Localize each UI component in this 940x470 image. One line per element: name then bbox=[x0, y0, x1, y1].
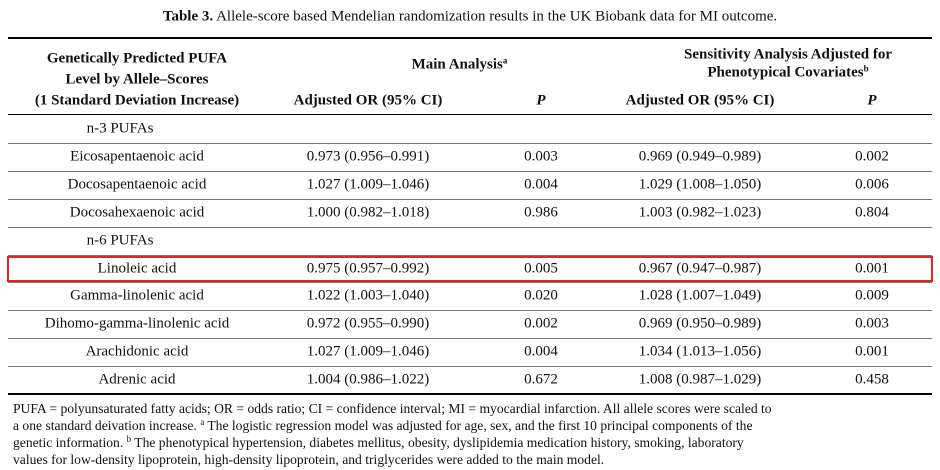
cell: 0.001 bbox=[855, 343, 889, 360]
cell: 0.009 bbox=[855, 287, 889, 304]
caption-text: Allele-score based Mendelian randomizati… bbox=[216, 8, 778, 25]
cell: 1.034 (1.013–1.056) bbox=[638, 343, 762, 360]
row-line bbox=[8, 310, 932, 311]
cell: 0.969 (0.949–0.989) bbox=[638, 148, 762, 165]
footnote-text: genetic information. bbox=[13, 435, 127, 450]
cell: 0.458 bbox=[855, 371, 889, 388]
cell: 0.804 bbox=[855, 204, 889, 221]
row-line bbox=[8, 282, 932, 284]
row-label: Adrenic acid bbox=[98, 371, 176, 388]
top-rule bbox=[8, 37, 932, 39]
bottom-rule bbox=[8, 393, 932, 395]
subheader: P bbox=[867, 92, 877, 109]
header-text: Phenotypical Covariates bbox=[707, 64, 864, 81]
group-label: n-6 PUFAs bbox=[86, 232, 154, 249]
row-label: Arachidonic acid bbox=[85, 343, 189, 360]
row-line bbox=[8, 198, 932, 200]
subheader: P bbox=[536, 92, 546, 109]
footnote: genetic information. b The phenotypical … bbox=[13, 435, 744, 451]
group-label: n-3 PUFAs bbox=[86, 120, 154, 137]
cell: 1.027 (1.009–1.046) bbox=[306, 176, 430, 193]
cell: 0.967 (0.947–0.987) bbox=[638, 260, 762, 276]
superscript: a bbox=[502, 55, 508, 66]
row-line bbox=[8, 142, 932, 144]
header-text: Sensitivity Analysis Adjusted for bbox=[684, 46, 892, 63]
cell: 0.005 bbox=[524, 260, 558, 276]
cell: 1.022 (1.003–1.040) bbox=[306, 287, 430, 304]
cell: 1.008 (0.987–1.029) bbox=[638, 371, 762, 388]
footnote-text: The logistic regression model was adjust… bbox=[204, 418, 753, 433]
cell: 0.969 (0.950–0.989) bbox=[638, 315, 762, 332]
header-cell: Level by Allele–Scores bbox=[65, 71, 209, 88]
footnote: a one standard deivation increase. a The… bbox=[13, 418, 753, 434]
subheader: Adjusted OR (95% CI) bbox=[293, 92, 443, 109]
header-main: Main Analysisa bbox=[411, 55, 508, 74]
footnote-text: a one standard deivation increase. bbox=[13, 418, 201, 433]
footnote-text: values for low-density lipoprotein, high… bbox=[13, 452, 605, 467]
subheader: Adjusted OR (95% CI) bbox=[625, 92, 775, 109]
row-line bbox=[8, 226, 932, 228]
caption: Table 3. Allele-score based Mendelian ra… bbox=[163, 9, 777, 26]
footnote: values for low-density lipoprotein, high… bbox=[13, 452, 604, 468]
row-line bbox=[8, 338, 932, 339]
cell: 0.006 bbox=[855, 176, 889, 193]
cell: 0.973 (0.956–0.991) bbox=[306, 148, 430, 165]
cell: 0.001 bbox=[855, 260, 889, 276]
cell: 0.986 bbox=[524, 204, 558, 221]
row-label: Gamma-linolenic acid bbox=[70, 287, 204, 304]
cell: 0.002 bbox=[855, 148, 889, 165]
header-text: Main Analysis bbox=[411, 56, 503, 73]
caption-label: Table 3. bbox=[162, 8, 214, 25]
footnote-text: PUFA = polyunsaturated fatty acids; OR =… bbox=[13, 401, 772, 416]
header-cell: (1 Standard Deviation Increase) bbox=[34, 92, 240, 109]
cell: 1.000 (0.982–1.018) bbox=[306, 204, 430, 221]
cell: 0.004 bbox=[524, 343, 558, 360]
cell: 0.004 bbox=[524, 176, 558, 193]
superscript: b bbox=[126, 434, 132, 444]
row-label: Docosapentaenoic acid bbox=[67, 176, 207, 193]
superscript: a bbox=[200, 417, 205, 427]
cell: 0.972 (0.955–0.990) bbox=[306, 315, 430, 332]
cell: 0.003 bbox=[524, 148, 558, 165]
row-label: Dihomo-gamma-linolenic acid bbox=[44, 315, 230, 332]
header-sensitivity: Phenotypical Covariatesb bbox=[707, 63, 869, 82]
row-line bbox=[8, 254, 932, 256]
row-label: Eicosapentaenoic acid bbox=[70, 148, 204, 165]
row-line bbox=[8, 366, 932, 367]
row-label: Linoleic acid bbox=[97, 260, 177, 276]
cell: 1.028 (1.007–1.049) bbox=[638, 287, 762, 304]
cell: 0.020 bbox=[524, 287, 558, 304]
cell: 1.029 (1.008–1.050) bbox=[638, 176, 762, 193]
header-cell: Genetically Predicted PUFA bbox=[46, 50, 228, 67]
row-label: Docosahexaenoic acid bbox=[69, 204, 205, 221]
cell: 0.002 bbox=[524, 315, 558, 332]
cell: 0.003 bbox=[855, 315, 889, 332]
highlight-box bbox=[7, 256, 933, 282]
cell: 0.672 bbox=[524, 371, 558, 388]
cell: 1.027 (1.009–1.046) bbox=[306, 343, 430, 360]
cell: 0.975 (0.957–0.992) bbox=[306, 260, 430, 276]
header-sensitivity: Sensitivity Analysis Adjusted for bbox=[684, 47, 892, 64]
header-rule bbox=[8, 114, 932, 115]
footnote-text: The phenotypical hypertension, diabetes … bbox=[131, 435, 744, 450]
footnote: PUFA = polyunsaturated fatty acids; OR =… bbox=[13, 401, 772, 417]
cell: 1.003 (0.982–1.023) bbox=[638, 204, 762, 221]
row-line bbox=[8, 170, 932, 172]
cell: 1.004 (0.986–1.022) bbox=[306, 371, 430, 388]
superscript: b bbox=[863, 63, 869, 74]
